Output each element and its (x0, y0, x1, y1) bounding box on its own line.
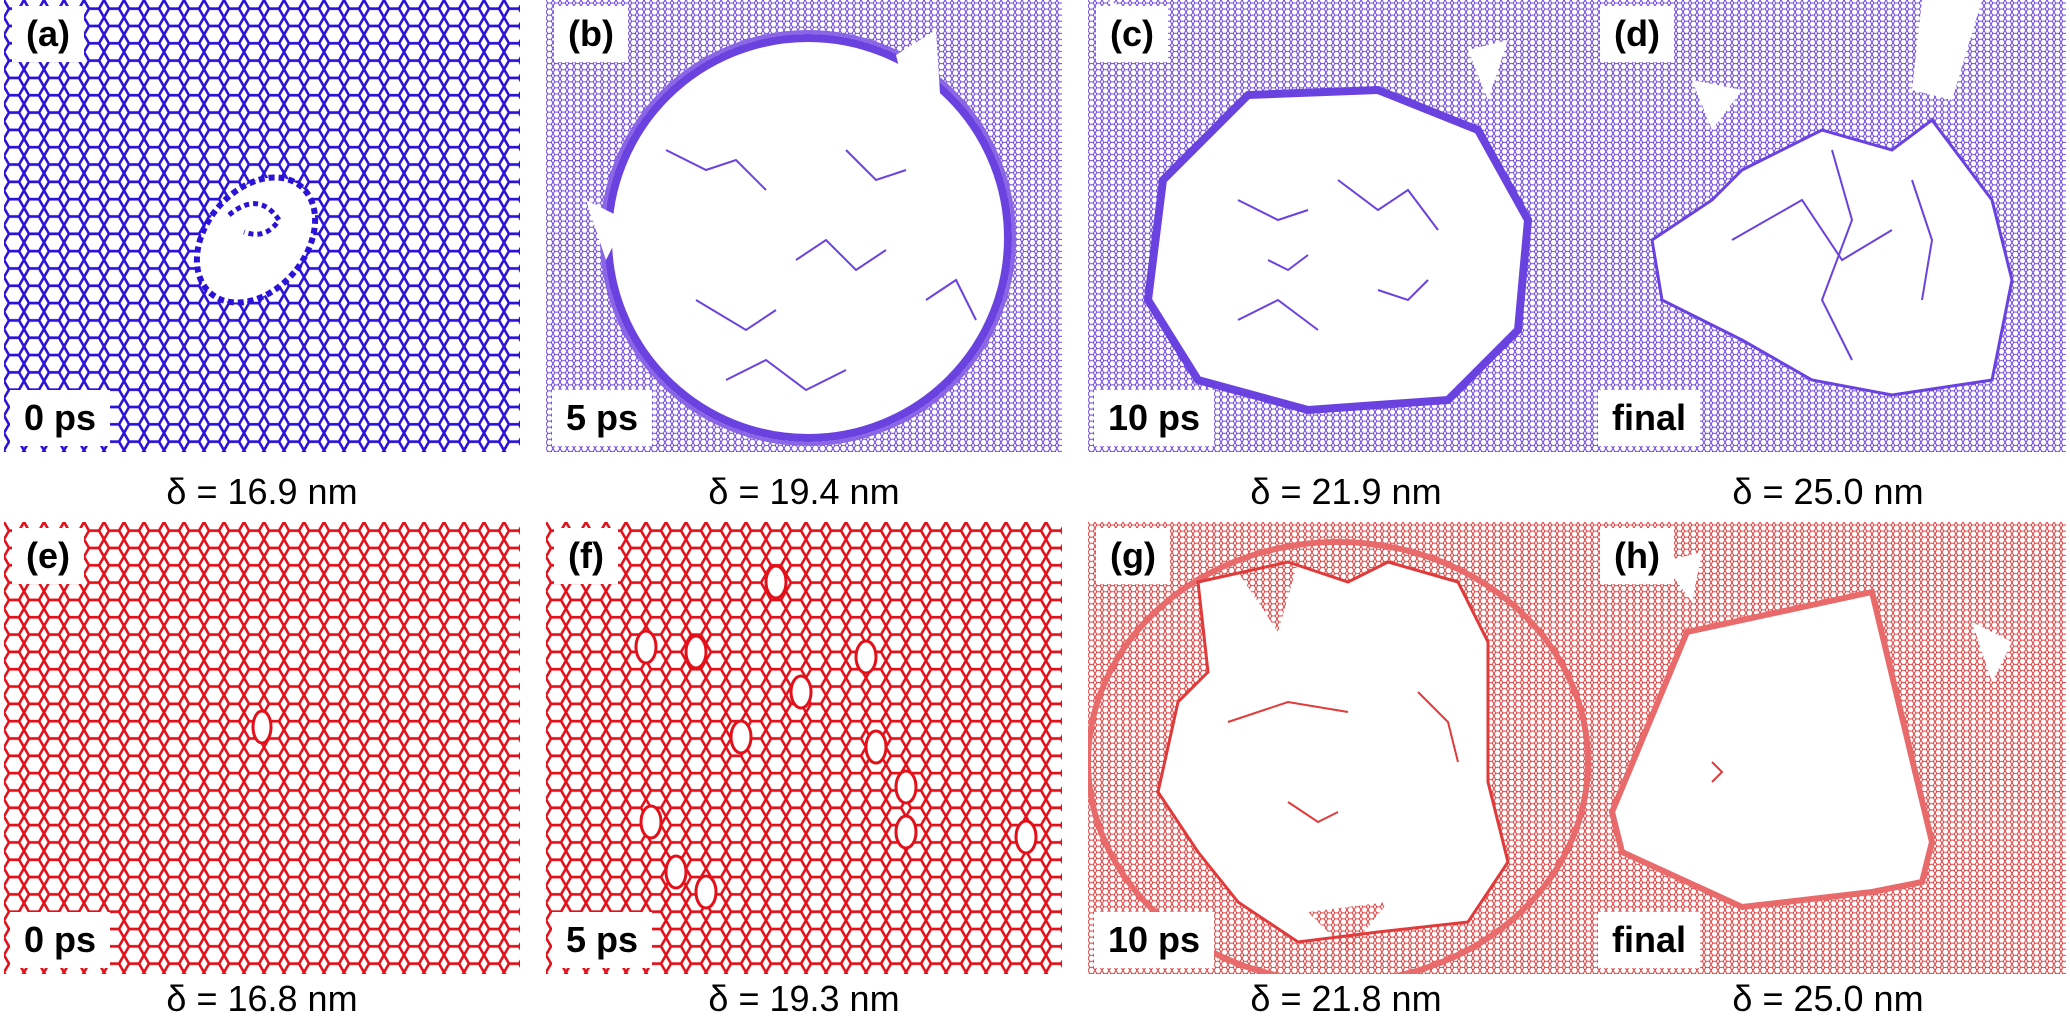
lattice-image-c (1088, 0, 1604, 452)
strain-caption: δ = 25.0 nm (1732, 471, 1924, 512)
strain-caption: δ = 21.8 nm (1250, 978, 1442, 1019)
panel-d: (d) final (1592, 0, 2066, 452)
lattice-image-b (546, 0, 1062, 452)
panel-label: (b) (554, 6, 628, 62)
time-label: final (1598, 390, 1701, 446)
time-label: final (1598, 912, 1701, 968)
strain-caption: δ = 19.4 nm (708, 471, 900, 512)
lattice-image-e (4, 522, 520, 974)
panel-a: (a) 0 ps (4, 0, 520, 452)
panel-g: (g) 10 ps (1088, 522, 1604, 974)
time-label: 5 ps (552, 390, 653, 446)
panel-label: (c) (1096, 6, 1168, 62)
panel-c: (c) 10 ps (1088, 0, 1604, 452)
lattice-image-f (546, 522, 1062, 974)
lattice-image-a (4, 0, 520, 452)
time-label: 5 ps (552, 912, 653, 968)
time-label: 0 ps (10, 390, 111, 446)
strain-caption: δ = 19.3 nm (708, 978, 900, 1019)
panel-label: (a) (12, 6, 84, 62)
panel-label: (d) (1600, 6, 1674, 62)
panel-label: (f) (554, 528, 618, 584)
time-label: 10 ps (1094, 390, 1215, 446)
panel-b: (b) 5 ps (546, 0, 1062, 452)
lattice-image-d (1592, 0, 2066, 452)
panel-f: (f) 5 ps (546, 522, 1062, 974)
panel-label: (g) (1096, 528, 1170, 584)
time-label: 10 ps (1094, 912, 1215, 968)
lattice-image-h (1592, 522, 2066, 974)
strain-caption: δ = 16.8 nm (166, 978, 358, 1019)
strain-caption: δ = 21.9 nm (1250, 471, 1442, 512)
panel-label: (h) (1600, 528, 1674, 584)
lattice-image-g (1088, 522, 1604, 974)
panel-e: (e) 0 ps (4, 522, 520, 974)
panel-label: (e) (12, 528, 84, 584)
strain-caption: δ = 25.0 nm (1732, 978, 1924, 1019)
panel-h: (h) final (1592, 522, 2066, 974)
strain-caption: δ = 16.9 nm (166, 471, 358, 512)
time-label: 0 ps (10, 912, 111, 968)
